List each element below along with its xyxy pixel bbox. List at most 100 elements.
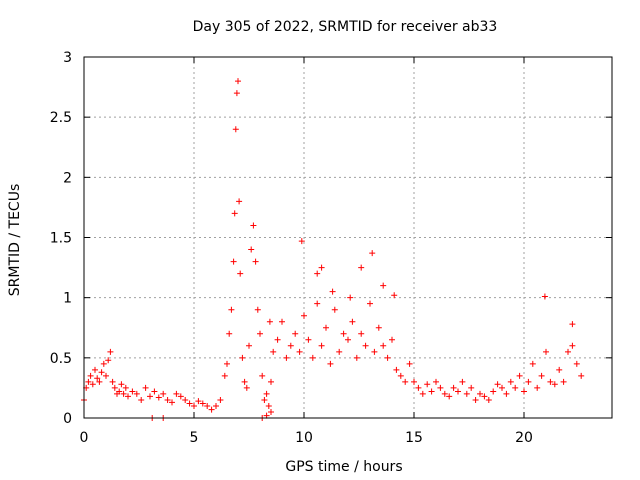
data-point — [541, 293, 548, 300]
data-point — [507, 378, 514, 385]
data-point — [208, 406, 215, 413]
data-point — [268, 408, 274, 415]
data-point — [182, 396, 189, 403]
data-point — [274, 336, 281, 343]
data-point — [248, 246, 255, 253]
data-point — [243, 384, 250, 391]
data-point — [279, 318, 285, 325]
data-point — [228, 306, 235, 313]
y-tick-label: 2 — [63, 170, 72, 186]
data-point — [369, 250, 376, 257]
data-point — [512, 384, 519, 391]
data-point — [164, 396, 171, 403]
data-point — [485, 396, 492, 403]
data-point — [96, 378, 103, 385]
data-point — [358, 264, 365, 271]
data-point — [521, 388, 527, 395]
data-point — [118, 381, 125, 388]
x-tick-label: 0 — [80, 430, 89, 446]
data-point — [213, 402, 219, 409]
y-tick-label: 1 — [63, 291, 72, 307]
data-point — [494, 381, 501, 388]
data-point — [109, 378, 116, 385]
data-point — [85, 378, 92, 385]
data-point — [120, 390, 127, 397]
data-point — [384, 354, 391, 361]
data-point — [419, 390, 426, 397]
data-point — [336, 348, 343, 355]
data-point — [231, 210, 238, 217]
data-point — [107, 348, 114, 355]
data-point — [270, 348, 277, 355]
data-point — [402, 378, 409, 385]
data-point — [133, 390, 140, 397]
data-point — [191, 402, 197, 409]
x-tick-label: 20 — [515, 430, 533, 446]
data-point — [329, 288, 336, 295]
data-point — [391, 292, 398, 299]
data-point — [301, 312, 307, 319]
x-axis-label: GPS time / hours — [285, 459, 402, 475]
data-point — [263, 390, 270, 397]
data-point — [259, 372, 266, 379]
data-point — [349, 318, 356, 325]
data-point — [287, 342, 294, 349]
data-point — [499, 384, 505, 391]
data-point — [186, 400, 193, 407]
data-point — [173, 390, 180, 397]
data-point — [318, 264, 325, 271]
y-axis-label: SRMTID / TECUs — [7, 184, 23, 297]
data-point — [239, 354, 246, 361]
data-point — [428, 388, 435, 395]
data-point — [105, 357, 112, 364]
data-point — [569, 342, 576, 349]
data-point — [298, 238, 305, 245]
data-point — [257, 330, 263, 337]
data-point — [199, 400, 206, 407]
data-point — [296, 348, 303, 355]
data-point — [305, 336, 312, 343]
data-point — [347, 294, 354, 301]
data-point — [565, 348, 571, 355]
data-point — [441, 390, 448, 397]
data-point — [367, 300, 373, 307]
data-point — [433, 378, 439, 385]
y-tick-label: 3 — [63, 50, 72, 66]
data-point — [177, 393, 184, 400]
data-point — [525, 378, 532, 385]
x-tick-label: 15 — [405, 430, 423, 446]
data-points — [81, 78, 585, 421]
data-point — [459, 378, 466, 385]
data-point — [100, 360, 107, 367]
data-point — [94, 375, 101, 382]
data-point — [569, 321, 576, 328]
data-point — [103, 372, 109, 379]
data-point — [237, 270, 244, 277]
data-point — [481, 393, 488, 400]
data-point — [230, 258, 237, 265]
y-tick-label: 0.5 — [50, 351, 72, 367]
data-point — [358, 330, 365, 337]
data-point — [246, 342, 252, 349]
data-point — [353, 354, 360, 361]
data-point — [411, 378, 417, 385]
data-point — [116, 388, 123, 395]
data-point — [309, 354, 316, 361]
data-point — [415, 384, 422, 391]
data-point — [89, 381, 96, 388]
data-point — [204, 402, 211, 409]
data-point — [380, 342, 387, 349]
data-point — [160, 390, 167, 397]
data-point — [241, 378, 248, 385]
data-point — [155, 394, 162, 401]
data-point — [195, 398, 202, 405]
data-point — [472, 396, 479, 403]
data-point — [122, 384, 129, 391]
data-point — [323, 324, 329, 331]
data-point — [455, 388, 461, 395]
axis-ticks: 0 0.5 1 1.5 2 2.5 3 0 5 10 15 20 — [50, 50, 612, 446]
data-point — [283, 354, 290, 361]
data-point — [129, 388, 136, 395]
data-point — [393, 366, 400, 373]
